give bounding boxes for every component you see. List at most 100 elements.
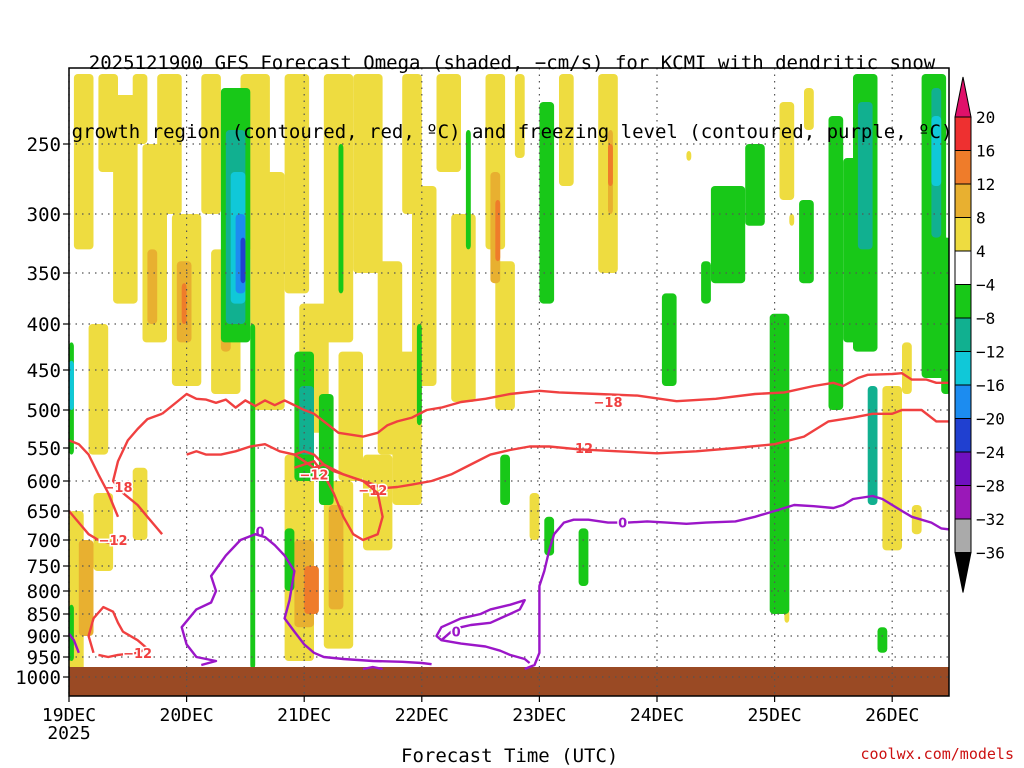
xtick-label-22DEC: 22DEC [395, 705, 449, 726]
xtick-label-21DEC: 21DEC [277, 705, 331, 726]
xtick-label-23DEC: 23DEC [512, 705, 566, 726]
colorbar-label-6: −8 [976, 309, 995, 328]
omega-patch-green [941, 237, 949, 394]
omega-shading [69, 74, 949, 673]
omega-patch-warm [201, 74, 221, 214]
colorbar-label-0: 20 [976, 108, 995, 127]
ground-fill [69, 667, 949, 696]
ytick-label-450: 450 [27, 360, 61, 382]
xtick-label-25DEC: 25DEC [748, 705, 802, 726]
omega-patch-deep_blue [240, 237, 246, 284]
colorbar-label-2: 12 [976, 175, 995, 194]
ytick-label-300: 300 [27, 204, 61, 226]
omega-patch-green [828, 116, 844, 410]
colorbar-label-11: −28 [976, 477, 1005, 496]
omega-patch-cyan [931, 116, 942, 186]
contour-label-dgz-cell-21dec: −12 [300, 468, 329, 483]
colorbar-label-8: −16 [976, 376, 1005, 395]
xtick-sublabel-19DEC: 2025 [47, 723, 90, 744]
omega-patch-warm_hot [608, 144, 613, 186]
contour-freezing-level-cell2 [435, 599, 531, 664]
contour-freezing-level-small [362, 665, 383, 671]
omega-patch-warm_hot [181, 283, 187, 324]
omega-patch-green [338, 144, 344, 294]
colorbar-swatch-5 [954, 284, 972, 319]
contour-dgz-minus18-upper [161, 372, 949, 438]
contour-freezing-level-cell [180, 533, 432, 667]
omega-patch-green [710, 186, 746, 284]
contour-freezing-level-left [69, 633, 80, 654]
omega-patch-warm [132, 74, 148, 144]
ytick-label-800: 800 [27, 581, 61, 603]
omega-patch-warm [338, 351, 363, 481]
omega-patch-warm [402, 74, 422, 214]
omega-patch-warm [451, 214, 476, 402]
omega-patch-warm [559, 74, 574, 186]
omega-patch-warm [113, 95, 138, 304]
colorbar: 20 16 12 8 4 −4 −8 −12 −16 −20 −24 −28 −32 −36 [954, 76, 1005, 593]
colorbar-label-7: −12 [976, 343, 1005, 362]
colorbar-swatch-11 [954, 485, 972, 520]
colorbar-label-10: −24 [976, 443, 1005, 462]
omega-patch-warm [436, 74, 461, 172]
ytick-label-900: 900 [27, 626, 61, 648]
omega-patch-warm_mid [147, 249, 158, 324]
ytick-label-700: 700 [27, 530, 61, 552]
colorbar-label-1: 16 [976, 142, 995, 161]
contour-dgz-cell-21dec [294, 450, 384, 542]
omega-patch-warm [363, 454, 393, 551]
colorbar-swatch-6 [954, 317, 972, 352]
omega-patch-warm [514, 74, 525, 158]
omega-patch-teal [867, 386, 878, 505]
omega-patch-green [877, 627, 888, 653]
omega-patch-cyan [69, 360, 74, 410]
colorbar-bottom-arrow [954, 552, 972, 593]
contour-label-dgz-minus12-mid2: −12 [358, 484, 387, 499]
omega-patch-green [465, 130, 471, 250]
omega-patch-warm [250, 172, 285, 410]
omega-patch-green [661, 293, 677, 386]
contour-label-dgz-minus12-low: −12 [123, 647, 152, 662]
contour-label-freezing-level-left: 0 [256, 525, 265, 540]
contour-freezing-level-main [524, 494, 949, 671]
omega-patch-warm [529, 493, 540, 540]
ytick-label-550: 550 [27, 438, 61, 460]
omega-patch-green [539, 102, 555, 304]
ytick-label-1000: 1000 [15, 667, 61, 689]
contour-dgz-minus12-low [87, 605, 149, 659]
title-line-1: 2025121900 GFS Forecast Omega (shaded, −… [88, 52, 936, 74]
omega-patch-warm_hot [304, 566, 319, 614]
omega-patch-green [578, 528, 589, 586]
colorbar-swatch-12 [954, 518, 972, 553]
ytick-label-600: 600 [27, 471, 61, 493]
ytick-label-750: 750 [27, 556, 61, 578]
omega-patch-warm_hot [495, 200, 501, 262]
contour-dgz-minus12-middle [69, 439, 120, 518]
title-line-2: growth region (contoured, red, ºC) and f… [71, 121, 953, 143]
xtick-label-24DEC: 24DEC [630, 705, 684, 726]
omega-patch-green [769, 313, 790, 614]
omega-patch-warm [902, 342, 912, 394]
omega-patch-warm [284, 74, 310, 294]
ytick-label-950: 950 [27, 647, 61, 669]
colorbar-label-9: −20 [976, 410, 1005, 429]
colorbar-swatch-9 [954, 418, 972, 453]
omega-patch-warm [495, 261, 515, 410]
contour-label-dgz-minus18-upper: −18 [594, 396, 623, 411]
ground-surface [69, 667, 949, 696]
colorbar-label-12: −32 [976, 510, 1005, 529]
xtick-label-19DEC: 19DEC [42, 705, 96, 726]
contour-label-dgz-minus18-left: −18 [104, 481, 133, 496]
plot-frame [68, 67, 950, 697]
omega-patch-warm [804, 88, 814, 130]
ytick-label-250: 250 [27, 134, 61, 156]
omega-patch-green [799, 200, 814, 284]
axes: 2503003504004505005506006507007508008509… [15, 67, 950, 744]
contour-label-freezing-level-main: 0 [618, 517, 627, 532]
ytick-label-850: 850 [27, 604, 61, 626]
colorbar-swatch-7 [954, 351, 972, 386]
colorbar-label-4: 4 [976, 242, 986, 261]
colorbar-swatch-2 [954, 183, 972, 218]
omega-patch-warm [779, 102, 795, 200]
